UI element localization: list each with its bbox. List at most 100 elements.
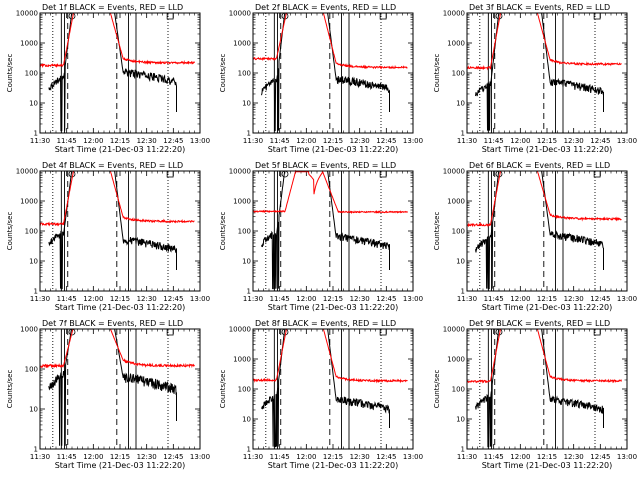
x-tick-label: 11:45 bbox=[57, 295, 77, 303]
x-tick-label: 12:15 bbox=[323, 137, 343, 145]
x-axis-label: Start Time (21-Dec-03 11:22:20) bbox=[268, 145, 399, 154]
y-tick-label: 10 bbox=[242, 100, 251, 108]
y-tick-label: 10000 bbox=[16, 168, 38, 176]
y-axis-label: Counts/sec bbox=[433, 212, 441, 251]
events-series-line bbox=[48, 328, 177, 446]
y-axis-label: Counts/sec bbox=[6, 212, 14, 251]
x-tick-label: 12:45 bbox=[163, 137, 183, 145]
x-tick-label: 11:45 bbox=[57, 453, 77, 461]
lld-series-line bbox=[252, 169, 408, 215]
y-tick-label: 1 bbox=[247, 130, 251, 138]
events-series-line bbox=[261, 328, 390, 448]
y-tick-label: 1 bbox=[247, 446, 251, 454]
x-axis-label: Start Time (21-Dec-03 11:22:20) bbox=[55, 461, 186, 470]
plot-frame bbox=[252, 12, 414, 134]
panel-det-7f: Det 7f BLACK = Events, RED = LLD Counts/s… bbox=[6, 319, 210, 470]
panel-title: Det 3f BLACK = Events, RED = LLD bbox=[469, 3, 610, 12]
x-tick-label: 11:45 bbox=[484, 453, 504, 461]
x-tick-label: 12:00 bbox=[296, 453, 316, 461]
x-tick-label: 11:45 bbox=[57, 137, 77, 145]
y-tick-label: 10000 bbox=[443, 168, 465, 176]
x-tick-label: 12:15 bbox=[323, 295, 343, 303]
y-tick-label: 10000 bbox=[229, 326, 251, 334]
y-axis-label: Counts/sec bbox=[433, 54, 441, 93]
x-tick-label: 11:30 bbox=[30, 453, 50, 461]
x-tick-label: 12:00 bbox=[83, 453, 103, 461]
x-tick-label: 12:15 bbox=[537, 137, 557, 145]
y-axis-label: Counts/sec bbox=[219, 212, 227, 251]
x-axis-label: Start Time (21-Dec-03 11:22:20) bbox=[482, 145, 613, 154]
x-tick-label: 11:30 bbox=[457, 453, 477, 461]
y-tick-label: 10000 bbox=[443, 326, 465, 334]
y-tick-label: 10 bbox=[242, 258, 251, 266]
x-tick-label: 12:30 bbox=[350, 295, 370, 303]
x-tick-label: 12:15 bbox=[110, 453, 130, 461]
y-axis-label: Counts/sec bbox=[6, 370, 14, 409]
events-series-line bbox=[261, 12, 390, 132]
x-tick-label: 13:00 bbox=[403, 137, 423, 145]
x-tick-label: 12:45 bbox=[376, 453, 396, 461]
y-tick-label: 10000 bbox=[16, 10, 38, 18]
events-series-line bbox=[48, 12, 177, 132]
x-tick-label: 13:00 bbox=[190, 453, 210, 461]
x-tick-label: 11:30 bbox=[30, 137, 50, 145]
x-tick-label: 13:00 bbox=[617, 137, 637, 145]
x-tick-label: 13:00 bbox=[617, 453, 637, 461]
x-tick-label: 12:00 bbox=[83, 295, 103, 303]
y-tick-label: 10 bbox=[242, 416, 251, 424]
y-tick-label: 1 bbox=[461, 130, 465, 138]
lld-series-line bbox=[252, 12, 408, 70]
plot-frame bbox=[466, 12, 628, 134]
events-series-line bbox=[475, 170, 604, 290]
y-tick-label: 1 bbox=[247, 288, 251, 296]
y-tick-label: 1000 bbox=[20, 198, 38, 206]
x-tick-label: 11:45 bbox=[484, 295, 504, 303]
panel-det-5f: Det 5f BLACK = Events, RED = LLD Counts/s… bbox=[219, 161, 423, 312]
panel-det-1f: Det 1f BLACK = Events, RED = LLD Counts/s… bbox=[6, 3, 210, 154]
x-tick-label: 11:45 bbox=[484, 137, 504, 145]
y-tick-label: 100 bbox=[25, 366, 38, 374]
x-axis-label: Start Time (21-Dec-03 11:22:20) bbox=[268, 303, 399, 312]
lld-series-line bbox=[466, 12, 622, 71]
plot-frame bbox=[466, 170, 628, 292]
y-tick-label: 10 bbox=[456, 100, 465, 108]
lld-series-line bbox=[467, 328, 622, 384]
x-tick-label: 12:30 bbox=[350, 453, 370, 461]
x-tick-label: 11:45 bbox=[270, 137, 290, 145]
events-series-line bbox=[48, 170, 177, 290]
x-tick-label: 12:45 bbox=[163, 453, 183, 461]
x-axis-label: Start Time (21-Dec-03 11:22:20) bbox=[55, 145, 186, 154]
events-series-line bbox=[261, 170, 390, 290]
x-tick-label: 12:45 bbox=[163, 295, 183, 303]
y-tick-label: 1000 bbox=[233, 198, 251, 206]
x-tick-label: 11:45 bbox=[270, 453, 290, 461]
plot-frame bbox=[39, 12, 201, 134]
y-tick-label: 10000 bbox=[443, 10, 465, 18]
y-tick-label: 1000 bbox=[447, 40, 465, 48]
y-tick-label: 10 bbox=[29, 258, 38, 266]
x-tick-label: 12:00 bbox=[510, 295, 530, 303]
y-tick-label: 100 bbox=[452, 228, 465, 236]
panel-title: Det 1f BLACK = Events, RED = LLD bbox=[42, 3, 183, 12]
x-tick-label: 12:45 bbox=[376, 295, 396, 303]
panel-title: Det 4f BLACK = Events, RED = LLD bbox=[42, 161, 183, 170]
x-axis-label: Start Time (21-Dec-03 11:22:20) bbox=[268, 461, 399, 470]
x-tick-label: 12:15 bbox=[537, 453, 557, 461]
lld-series-line bbox=[39, 328, 195, 369]
y-tick-label: 1 bbox=[461, 446, 465, 454]
y-tick-label: 100 bbox=[238, 228, 251, 236]
x-tick-label: 12:00 bbox=[296, 295, 316, 303]
x-tick-label: 12:30 bbox=[137, 137, 157, 145]
y-tick-label: 1 bbox=[34, 130, 38, 138]
y-tick-label: 10 bbox=[29, 100, 38, 108]
x-axis-label: Start Time (21-Dec-03 11:22:20) bbox=[55, 303, 186, 312]
x-tick-label: 11:30 bbox=[457, 295, 477, 303]
panel-title: Det 8f BLACK = Events, RED = LLD bbox=[255, 319, 396, 328]
y-tick-label: 100 bbox=[452, 70, 465, 78]
y-tick-label: 1000 bbox=[233, 40, 251, 48]
panel-title: Det 7f BLACK = Events, RED = LLD bbox=[42, 319, 183, 328]
x-tick-label: 12:30 bbox=[350, 137, 370, 145]
y-tick-label: 1000 bbox=[447, 198, 465, 206]
x-tick-label: 13:00 bbox=[190, 137, 210, 145]
